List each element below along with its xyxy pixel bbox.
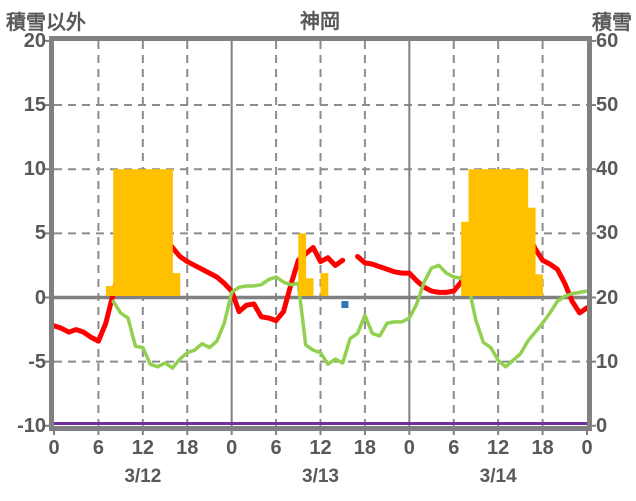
right-axis-tick-label: 30 [596, 222, 619, 245]
sunshine-bar [320, 273, 329, 296]
x-axis-hour-label: 0 [581, 437, 593, 459]
sunshine-bar [120, 169, 129, 296]
x-axis-hour-label: 0 [48, 437, 60, 459]
right-axis-tick-label: 40 [596, 158, 619, 181]
plot-border [49, 36, 592, 431]
x-axis-hour-label: 18 [531, 437, 554, 459]
sunshine-bar [135, 169, 144, 296]
x-axis-hour-label: 0 [403, 437, 415, 459]
x-axis-hour-label: 6 [448, 437, 460, 459]
x-axis-date-label: 3/14 [479, 466, 517, 487]
x-axis-hour-label: 12 [309, 437, 332, 459]
x-axis-hour-label: 0 [226, 437, 238, 459]
sunshine-bar [468, 169, 477, 296]
right-axis-title: 積雪 [592, 12, 632, 34]
sunshine-bar [305, 278, 314, 296]
green-line [111, 263, 589, 370]
sunshine-bar [527, 207, 536, 296]
sunshine-bar [490, 169, 499, 296]
x-axis-hour-label: 12 [487, 437, 510, 459]
sunshine-bar [113, 169, 122, 296]
sunshine-bar [105, 285, 114, 296]
sunshine-bar [520, 169, 529, 296]
x-axis-hour-label: 6 [92, 437, 104, 459]
x-axis-hour-label: 6 [270, 437, 282, 459]
sunshine-bar [128, 169, 136, 296]
x-axis-hour-label: 18 [353, 437, 377, 459]
left-axis-tick-label: 0 [34, 286, 46, 309]
left-axis-tick-label: 20 [23, 29, 46, 52]
sunshine-bar [512, 169, 521, 296]
x-axis-date-label: 3/13 [302, 466, 339, 487]
sunshine-bar [150, 169, 159, 296]
sunshine-bar [165, 169, 173, 296]
blue-square-marker [341, 301, 349, 309]
sunshine-bar [505, 169, 514, 296]
right-axis-tick-label: 10 [596, 350, 619, 373]
left-axis-title: 積雪以外 [6, 12, 86, 34]
right-axis-tick-label: 0 [596, 414, 608, 437]
x-axis-hour-label: 12 [131, 437, 154, 459]
x-axis-hour-label: 18 [176, 437, 199, 459]
left-axis-tick-label: -5 [28, 350, 46, 373]
red-temperature-line [51, 218, 346, 344]
x-axis-date-label: 3/12 [124, 466, 162, 487]
sunshine-bar [172, 273, 181, 296]
chart-title: 神岡 [300, 11, 340, 33]
sunshine-bar [535, 274, 543, 296]
left-axis-tick-label: 5 [34, 222, 46, 245]
sunshine-bar [475, 169, 484, 296]
left-axis-tick-label: -10 [17, 414, 46, 437]
right-axis-tick-label: 20 [596, 286, 619, 309]
sunshine-bar [298, 233, 307, 296]
sunshine-bar [498, 169, 506, 296]
right-axis-tick-label: 60 [596, 29, 619, 52]
left-axis-tick-label: 10 [23, 158, 46, 181]
left-axis-tick-label: 15 [23, 94, 46, 117]
sunshine-bar [461, 221, 469, 296]
sunshine-bar [142, 169, 151, 296]
right-axis-tick-label: 50 [596, 94, 619, 117]
sunshine-bar [483, 169, 492, 296]
sunshine-bar [157, 169, 166, 296]
